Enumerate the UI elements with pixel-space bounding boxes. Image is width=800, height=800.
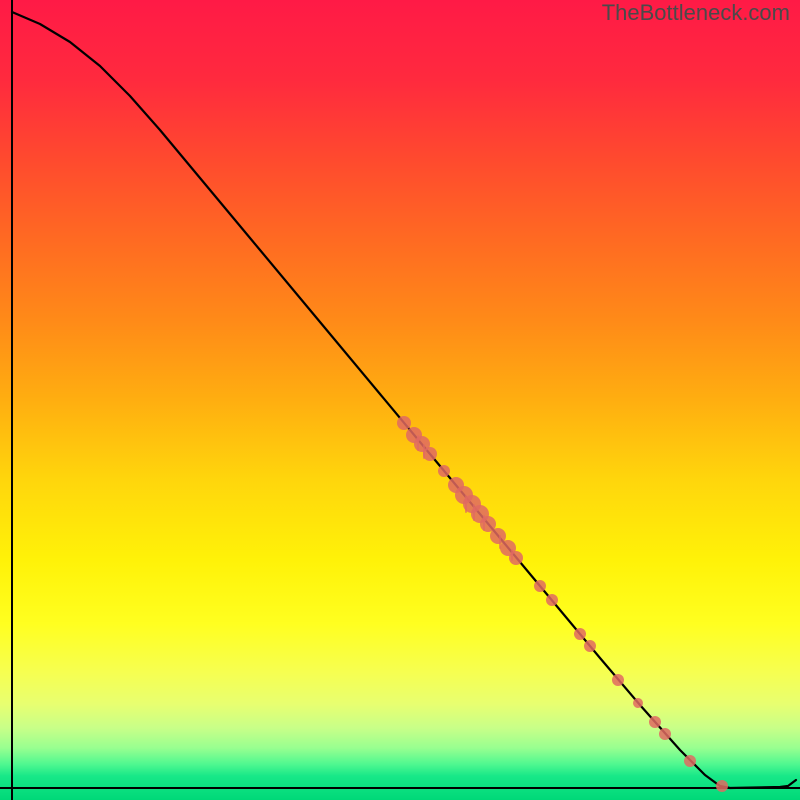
curve-marker <box>716 780 728 792</box>
chart-background <box>0 0 800 800</box>
curve-marker <box>633 698 643 708</box>
chart-container: TheBottleneck.com <box>0 0 800 800</box>
curve-marker <box>546 594 558 606</box>
curve-marker <box>423 447 437 461</box>
curve-marker <box>659 728 671 740</box>
curve-marker <box>509 551 523 565</box>
curve-marker <box>397 416 411 430</box>
curve-marker <box>612 674 624 686</box>
chart-svg: TheBottleneck.com <box>0 0 800 800</box>
watermark-text: TheBottleneck.com <box>602 0 790 25</box>
curve-marker <box>534 580 546 592</box>
curve-marker <box>574 628 586 640</box>
curve-marker <box>438 465 450 477</box>
curve-marker <box>649 716 661 728</box>
curve-marker <box>684 755 696 767</box>
curve-marker <box>584 640 596 652</box>
